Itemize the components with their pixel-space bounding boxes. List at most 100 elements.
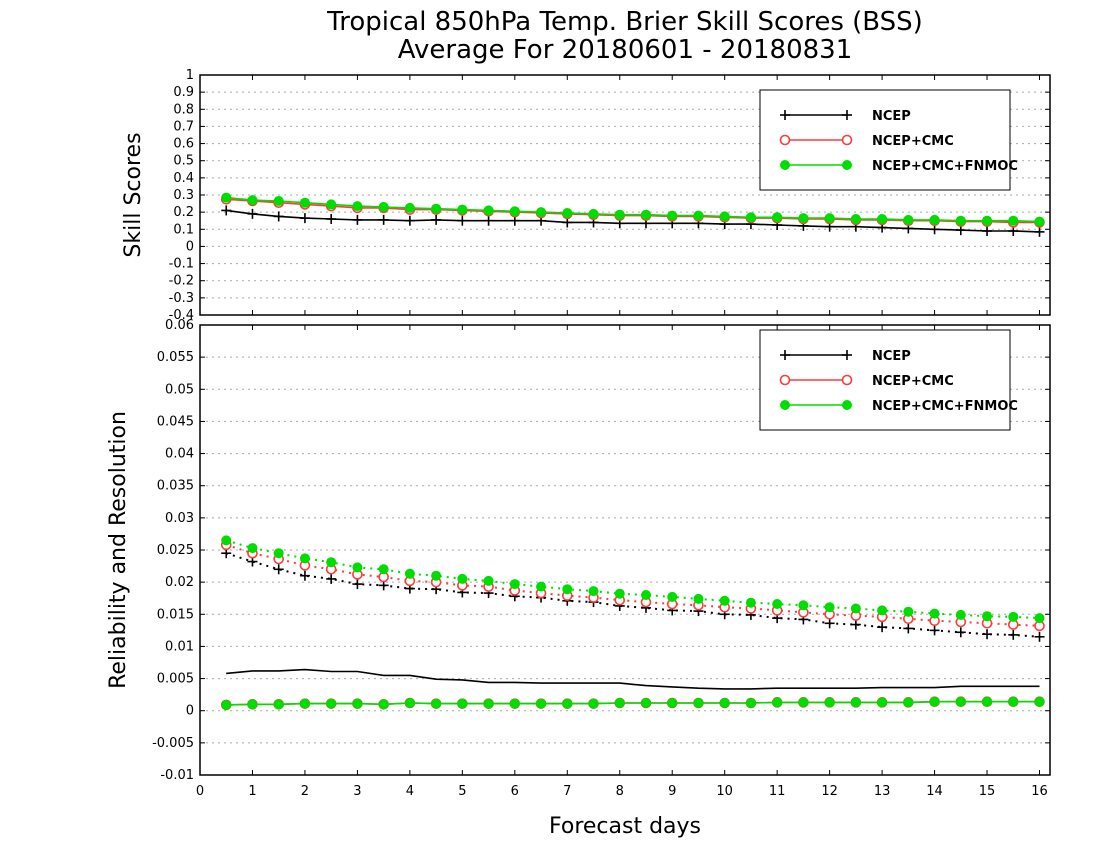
bottom-series-ncep-dotted-point <box>982 629 993 640</box>
top-ytick-label: 0.3 <box>173 188 194 203</box>
bottom-series-ncep-dotted-point <box>877 622 888 633</box>
bottom-series-ncep-dotted-point <box>850 619 861 630</box>
bottom-series-ncep-cmc-fnmoc-dotted-point <box>719 595 730 606</box>
bottom-series-ncep-cmc-dotted-line <box>225 543 1040 627</box>
bottom-series-ncep-cmc-fnmoc-dotted-point <box>877 605 888 616</box>
top-series-ncep-point <box>247 208 258 219</box>
top-legend-label: NCEP <box>872 109 911 124</box>
bottom-series-ncep-cmc-fnmoc-dotted-point <box>588 586 599 597</box>
top-ytick-label: 1 <box>186 68 194 83</box>
bottom-ytick-label: 0.01 <box>165 639 194 654</box>
bottom-series-ncep-cmc-fnmoc-solid-point <box>693 698 704 708</box>
top-frame <box>199 74 1051 316</box>
bottom-series-ncep-dotted-point <box>1034 631 1045 642</box>
top-ytick-label: -0.4 <box>169 308 194 323</box>
bottom-series-ncep-cmc-fnmoc-solid-point <box>719 698 730 708</box>
top-ytick-label: 0.7 <box>173 119 194 134</box>
bottom-series-ncep-cmc-fnmoc-dotted-point <box>640 590 651 600</box>
top-series-ncep-cmc-fnmoc-point <box>457 204 468 215</box>
bottom-series-ncep-cmc-fnmoc-dotted-point <box>378 564 389 575</box>
top-series-ncep-point <box>378 214 389 225</box>
top-series-ncep-point <box>404 215 415 226</box>
bottom-series-ncep-cmc-fnmoc-solid-point <box>457 698 468 709</box>
bottom-series-ncep-cmc-fnmoc-solid-point <box>1008 696 1019 707</box>
bottom-series-ncep-dotted-point <box>326 573 337 584</box>
top-ytick-label: 0.5 <box>173 154 194 169</box>
bottom-frame <box>199 324 1051 776</box>
top-ytick-label: -0.2 <box>169 274 194 289</box>
bottom-series-ncep-cmc-fnmoc-dotted-point <box>562 584 573 595</box>
x-tick-label: 14 <box>926 784 943 799</box>
top-series-ncep-cmc-fnmoc-point <box>352 201 363 212</box>
bottom-series-ncep-cmc-fnmoc-dotted-point <box>824 602 835 613</box>
top-series-ncep-point <box>483 215 494 226</box>
bottom-ytick-label: 0.06 <box>165 318 194 333</box>
bottom-series-ncep-cmc-fnmoc-dotted-point <box>483 575 494 586</box>
top-legend-marker <box>780 160 790 170</box>
bottom-series-ncep-dotted-point <box>929 625 940 636</box>
top-series-ncep-point <box>299 213 310 224</box>
top-series-ncep-cmc-fnmoc-point <box>562 208 573 218</box>
top-series-ncep-cmc-fnmoc-line <box>226 196 1040 223</box>
top-ytick-label: 0.9 <box>173 85 194 100</box>
bottom-series-ncep-cmc-fnmoc-solid-point <box>588 698 599 709</box>
bottom-series-ncep-cmc-fnmoc-solid-point <box>483 698 494 709</box>
top-series-ncep-point <box>1034 226 1045 237</box>
bottom-series-ncep-cmc-fnmoc-dotted-point <box>404 568 415 579</box>
top-series-ncep-cmc-fnmoc-point <box>299 197 310 208</box>
bottom-series-ncep-dotted-line <box>225 552 1040 638</box>
bottom-series-ncep-cmc-fnmoc-solid-point <box>614 698 625 708</box>
top-y-axis-label: Skill Scores <box>121 132 146 257</box>
bottom-series-ncep-cmc-fnmoc-solid-point <box>273 699 284 710</box>
bottom-series-ncep-cmc-fnmoc-solid-point <box>1034 696 1045 707</box>
top-series-ncep-cmc-fnmoc-point <box>877 214 888 224</box>
x-tick-label: 12 <box>821 784 838 799</box>
top-legend-marker <box>842 160 852 170</box>
bottom-ytick-label: 0.005 <box>157 672 194 687</box>
top-series-ncep-point <box>431 214 442 225</box>
bottom-series-ncep-cmc-fnmoc-dotted-point <box>536 581 547 592</box>
bottom-ytick-label: -0.005 <box>152 736 194 751</box>
top-ytick-label: 0.2 <box>173 205 194 220</box>
bottom-legend-marker <box>779 374 791 386</box>
bottom-legend-label: NCEP+CMC+FNMOC <box>872 399 1018 414</box>
x-tick-label: 8 <box>616 784 624 799</box>
bottom-series-ncep-cmc-fnmoc-solid-point <box>929 696 940 707</box>
bottom-series-ncep-dotted-point <box>299 570 310 581</box>
bottom-series-ncep-cmc-fnmoc-dotted-point <box>509 579 520 590</box>
bottom-series-ncep-cmc-fnmoc-dotted-point <box>352 562 363 573</box>
top-series-ncep-cmc-fnmoc-point <box>693 210 704 221</box>
bottom-legend-label: NCEP+CMC <box>872 374 954 389</box>
top-ytick-label: 0.6 <box>173 137 194 152</box>
bottom-series-ncep-cmc-fnmoc-dotted-point <box>955 609 966 620</box>
bottom-series-ncep-cmc-fnmoc-solid-point <box>352 698 363 709</box>
top-series-ncep-cmc-fnmoc-point <box>509 206 520 217</box>
bottom-series-ncep-cmc-fnmoc-solid-point <box>378 699 389 710</box>
top-series-ncep-point <box>273 211 284 222</box>
bottom-series-ncep-cmc-fnmoc-solid-point <box>247 699 258 710</box>
x-tick-label: 4 <box>406 784 414 799</box>
x-tick-label: 13 <box>874 784 891 799</box>
top-ytick-label: 0 <box>186 239 194 254</box>
bottom-legend-marker <box>842 400 852 410</box>
top-series-ncep-cmc-fnmoc-point <box>247 195 258 206</box>
bottom-ytick-label: 0 <box>186 704 194 719</box>
top-series-ncep-point <box>352 214 363 225</box>
top-series-ncep-cmc-fnmoc-point <box>273 196 284 206</box>
bottom-series-ncep-dotted-point <box>273 564 284 575</box>
x-tick-label: 6 <box>511 784 519 799</box>
top-series-ncep-cmc-fnmoc-point <box>326 199 337 210</box>
x-tick-label: 7 <box>563 784 571 799</box>
bottom-series-ncep-cmc-fnmoc-solid-point <box>772 697 783 708</box>
top-series-ncep-cmc-fnmoc-point <box>640 209 651 220</box>
top-ytick-label: 0.4 <box>173 171 194 186</box>
bottom-series-ncep-cmc-fnmoc-solid-point <box>640 698 651 708</box>
bottom-series-ncep-cmc-fnmoc-dotted-point <box>772 599 783 609</box>
top-series-ncep-cmc-fnmoc-point <box>955 215 966 226</box>
top-series-ncep-point <box>982 226 993 236</box>
bottom-series-ncep-cmc-fnmoc-dotted-point <box>798 600 809 611</box>
bottom-series-ncep-cmc-fnmoc-solid-point <box>982 696 993 707</box>
bottom-series-ncep-cmc-fnmoc-solid-point <box>955 696 966 707</box>
bottom-legend-marker <box>841 374 853 386</box>
